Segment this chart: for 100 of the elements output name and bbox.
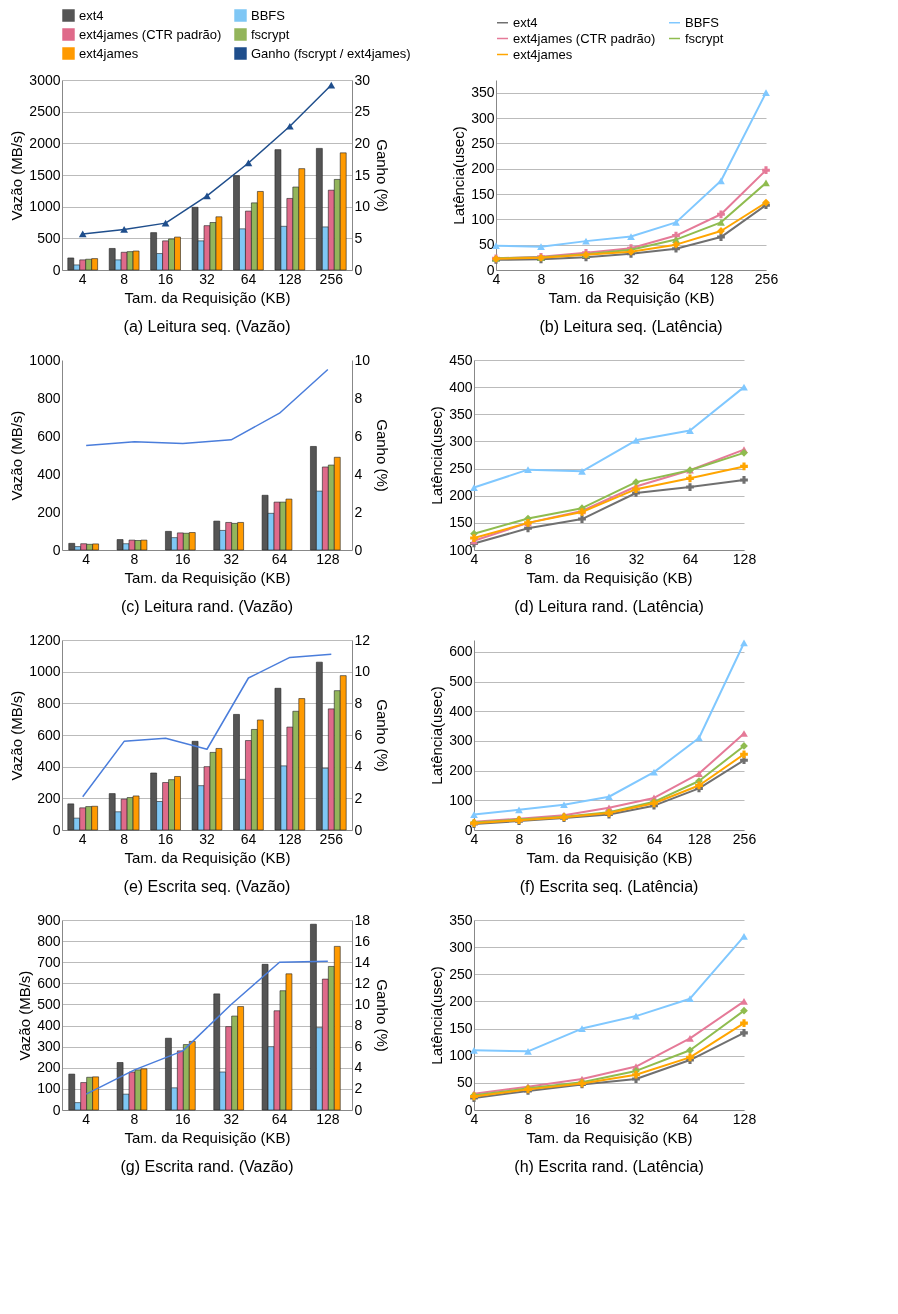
y2-tick-label: 0	[354, 1101, 363, 1118]
y-tick-label: 200	[449, 762, 473, 779]
legend-label: Ganho (fscrypt / ext4james)	[251, 45, 411, 61]
x-tick-label: 256	[319, 270, 344, 287]
y-tick-label: 800	[37, 932, 61, 949]
y-tick-label: 3000	[29, 71, 61, 88]
y-tick-label: 1500	[29, 166, 61, 183]
y-tick-label: 0	[464, 821, 473, 838]
y2-tick-label: 14	[354, 953, 371, 970]
text: (c) Leitura rand. (Vazão)	[120, 598, 294, 615]
y-tick-label: 350	[471, 84, 495, 101]
x-tick-label: 4	[78, 270, 87, 287]
legend-label: ext4james (CTR padrão)	[79, 26, 222, 42]
x-tick-label: 64	[240, 830, 257, 847]
y-tick-label: 0	[486, 261, 495, 278]
x-tick-label: 32	[199, 270, 215, 287]
y-tick-label: 450	[449, 351, 473, 368]
x-axis-title: Tam. da Requisição (KB)	[526, 1128, 693, 1146]
y-tick-label: 300	[449, 432, 473, 449]
text: (h) Escrita rand. (Latência)	[514, 1158, 704, 1175]
y-tick-label: 250	[471, 134, 495, 151]
y-tick-label: 400	[449, 378, 473, 395]
y2-tick-label: 12	[354, 631, 371, 648]
y-tick-label: 400	[37, 758, 61, 775]
x-tick-label: 8	[524, 550, 533, 567]
y2-tick-label: 10	[354, 198, 371, 215]
y-tick-label: 400	[449, 702, 473, 719]
y-tick-label: 1000	[29, 198, 61, 215]
y-tick-label: 300	[449, 938, 473, 955]
x-axis-title: Tam. da Requisição (KB)	[124, 568, 291, 586]
y2-tick-label: 8	[354, 1017, 363, 1034]
x-tick-label: 128	[709, 270, 734, 287]
y-tick-label: 0	[52, 1101, 61, 1118]
y-tick-label: 600	[37, 726, 61, 743]
y-tick-label: 400	[37, 465, 61, 482]
y2-tick-label: 2	[354, 789, 363, 806]
y-tick-label: 250	[449, 965, 473, 982]
x-tick-label: 128	[316, 1110, 340, 1127]
y-tick-label: 100	[471, 210, 495, 227]
y-tick-label: 1000	[29, 663, 61, 680]
y2-tick-label: 15	[354, 166, 371, 183]
x-tick-label: 16	[574, 1110, 591, 1127]
x-tick-label: 32	[601, 830, 618, 847]
text: (a) Leitura seq. (Vazão)	[123, 318, 291, 335]
y-tick-label: 500	[37, 995, 61, 1012]
y-axis-title: Latência(usec)	[428, 406, 446, 505]
y-axis-title: Vazão (MB/s)	[8, 130, 26, 221]
legend-label: ext4james	[79, 45, 139, 61]
y-tick-label: 0	[52, 821, 61, 838]
y-tick-label: 150	[471, 185, 495, 202]
y2-tick-label: 2	[354, 503, 363, 520]
legend-label: ext4	[513, 14, 538, 30]
x-tick-label: 64	[271, 550, 288, 567]
x-axis-title: Tam. da Requisição (KB)	[124, 1128, 291, 1146]
x-tick-label: 8	[120, 270, 129, 287]
y2-tick-label: 4	[354, 758, 363, 775]
y-tick-label: 800	[37, 389, 61, 406]
x-tick-label: 16	[175, 550, 191, 567]
y-tick-label: 100	[449, 541, 473, 558]
y-tick-label: 50	[456, 1074, 473, 1091]
legend-label: BBFS	[251, 7, 286, 23]
y2-tick-label: 0	[354, 821, 363, 838]
y-tick-label: 800	[37, 694, 61, 711]
x-tick-label: 16	[556, 830, 573, 847]
text: (d) Leitura rand. (Latência)	[514, 598, 704, 615]
x-tick-label: 128	[278, 830, 302, 847]
y-tick-label: 0	[52, 261, 61, 278]
text: (b) Leitura seq. (Latência)	[539, 318, 723, 335]
y-tick-label: 100	[37, 1080, 61, 1097]
x-tick-label: 8	[524, 1110, 533, 1127]
y-axis-title: Vazão (MB/s)	[16, 970, 34, 1061]
y2-tick-label: 0	[354, 261, 363, 278]
y-tick-label: 700	[37, 953, 61, 970]
y-axis-title: Latência(usec)	[450, 126, 468, 225]
y2-tick-label: 10	[354, 663, 371, 680]
legend-label: ext4	[79, 7, 104, 23]
x-tick-label: 32	[623, 270, 640, 287]
x-tick-label: 4	[78, 830, 87, 847]
text: (e) Escrita seq. (Vazão)	[123, 878, 291, 895]
legend-label: fscrypt	[685, 30, 724, 46]
x-tick-label: 32	[628, 1110, 645, 1127]
y-tick-label: 150	[449, 1020, 473, 1037]
y-tick-label: 2500	[29, 103, 61, 120]
x-tick-label: 64	[240, 270, 257, 287]
y2-tick-label: 10	[354, 995, 371, 1012]
y-tick-label: 1000	[29, 351, 61, 368]
y-tick-label: 50	[478, 236, 495, 253]
x-tick-label: 8	[120, 830, 129, 847]
y-tick-label: 250	[449, 460, 473, 477]
y-tick-label: 300	[37, 1038, 61, 1055]
x-tick-label: 16	[175, 1110, 191, 1127]
x-tick-label: 4	[82, 550, 91, 567]
y2-axis-title: Ganho (%)	[374, 979, 392, 1052]
x-tick-label: 256	[319, 830, 344, 847]
y-tick-label: 350	[449, 405, 473, 422]
y-axis-title: Vazão (MB/s)	[8, 690, 26, 781]
y2-tick-label: 18	[354, 911, 371, 928]
y-tick-label: 200	[37, 503, 61, 520]
y2-tick-label: 4	[354, 465, 363, 482]
y-tick-label: 500	[37, 229, 61, 246]
